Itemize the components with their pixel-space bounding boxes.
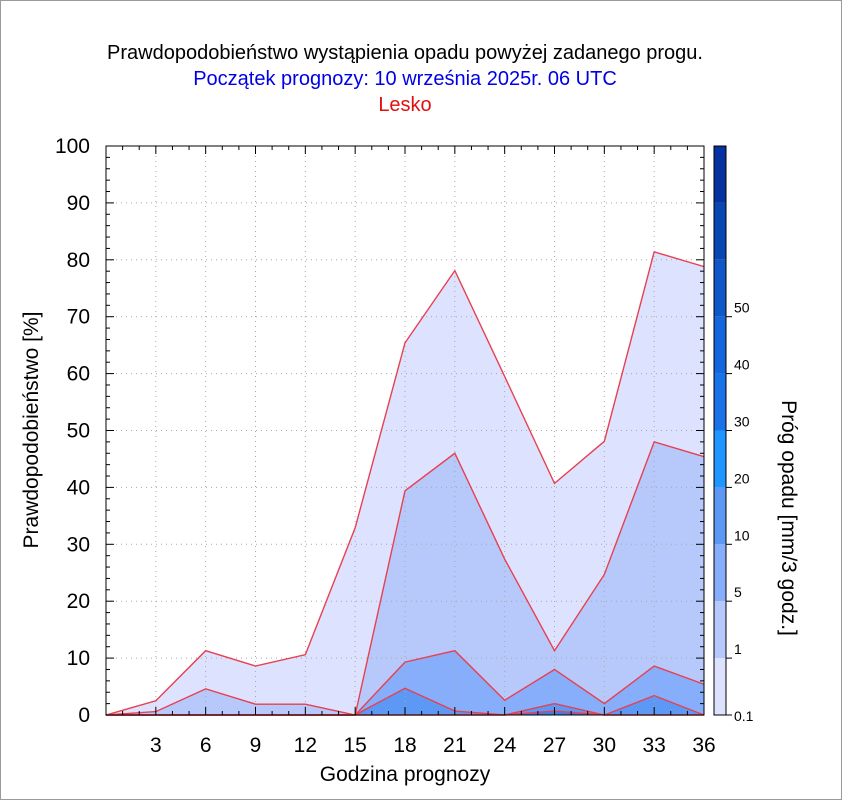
location-label: Lesko xyxy=(378,94,432,116)
y-tick-label: 70 xyxy=(67,306,90,329)
area-threshold-0.1 xyxy=(106,251,704,716)
x-tick-label: 30 xyxy=(593,734,616,757)
y-axis-label: Prawdopodobieństwo [%] xyxy=(20,312,43,549)
colorbar-segment xyxy=(714,544,726,602)
colorbar-segment xyxy=(714,373,726,431)
x-tick-label: 21 xyxy=(443,734,466,757)
x-tick-label: 18 xyxy=(393,734,416,757)
y-tick-label: 10 xyxy=(67,647,90,670)
x-tick-label: 33 xyxy=(642,734,665,757)
y-tick-label: 0 xyxy=(78,704,90,727)
colorbar-segment xyxy=(714,430,726,488)
y-tick-label: 20 xyxy=(67,590,90,613)
colorbar-tick-label: 30 xyxy=(734,414,750,430)
chart-subtitle: Początek prognozy: 10 września 2025r. 06… xyxy=(193,68,617,90)
series-line-0.1 xyxy=(105,250,705,716)
chart-title: Prawdopodobieństwo wystąpienia opadu pow… xyxy=(107,42,703,64)
colorbar-segment xyxy=(714,202,726,260)
colorbar-tick-label: 0.1 xyxy=(734,708,754,724)
colorbar-tick-label: 50 xyxy=(734,300,750,316)
x-tick-label: 6 xyxy=(200,734,212,757)
x-tick-label: 27 xyxy=(543,734,566,757)
y-tick-label: 30 xyxy=(67,533,90,556)
y-tick-label: 50 xyxy=(67,420,90,443)
y-tick-label: 60 xyxy=(67,363,90,386)
colorbar-segment xyxy=(714,658,726,715)
colorbar-segment xyxy=(714,146,726,203)
area-threshold-5 xyxy=(106,650,704,715)
colorbar-segment xyxy=(714,601,726,659)
colorbar-tick-label: 5 xyxy=(734,584,742,600)
x-tick-label: 3 xyxy=(150,734,162,757)
colorbar-tick-label: 20 xyxy=(734,470,750,486)
y-tick-label: 80 xyxy=(67,249,90,272)
colorbar-tick-label: 40 xyxy=(734,357,750,373)
y-tick-label: 40 xyxy=(67,476,90,499)
series-line-1 xyxy=(105,441,705,716)
x-tick-label: 36 xyxy=(692,734,715,757)
colorbar-tick-label: 1 xyxy=(734,641,742,657)
x-tick-label: 12 xyxy=(294,734,317,757)
x-tick-label: 9 xyxy=(250,734,262,757)
colorbar-tick-label: 10 xyxy=(734,527,750,543)
area-threshold-1 xyxy=(106,441,704,715)
y-tick-label: 90 xyxy=(67,192,90,215)
y-tick-label: 100 xyxy=(55,135,90,158)
x-tick-label: 24 xyxy=(493,734,517,757)
colorbar-label: Próg opadu [mm/3 godz.] xyxy=(777,400,800,636)
x-tick-label: 15 xyxy=(343,734,366,757)
colorbar-segment xyxy=(714,487,726,545)
colorbar-segment xyxy=(714,259,726,317)
x-axis-label: Godzina prognozy xyxy=(320,763,491,786)
colorbar-segment xyxy=(714,316,726,374)
